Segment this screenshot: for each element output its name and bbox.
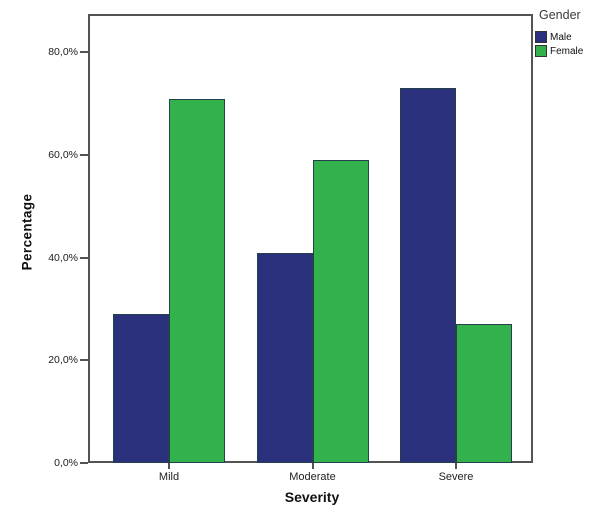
legend-label-male: Male — [550, 31, 572, 43]
bar-male-moderate — [256, 252, 313, 463]
x-tick-mark — [168, 463, 170, 469]
y-tick-mark — [80, 51, 88, 54]
y-tick-mark — [80, 462, 88, 464]
y-tick-label: 80,0% — [48, 46, 78, 59]
y-tick-mark — [80, 256, 88, 259]
legend-item-male: Male — [535, 31, 583, 43]
x-tick-mark — [455, 463, 457, 469]
y-tick-label: 20,0% — [48, 354, 78, 367]
y-tick-label: 0,0% — [54, 457, 78, 469]
legend: Gender Male Female — [535, 8, 583, 59]
y-tick-label: 40,0% — [48, 251, 78, 264]
x-tick-mark — [311, 463, 314, 469]
bar-female-moderate — [312, 160, 369, 463]
x-category-label-severe: Severe — [438, 471, 474, 483]
legend-swatch-female — [535, 45, 547, 57]
bar-female-severe — [456, 324, 512, 463]
bar-male-severe — [400, 88, 456, 463]
y-axis-title: Percentage — [19, 193, 35, 271]
x-axis-title: Severity — [284, 489, 340, 505]
x-category-label-mild: Mild — [158, 471, 180, 483]
bar-male-mild — [113, 314, 169, 463]
legend-swatch-male — [535, 31, 547, 43]
legend-label-female: Female — [550, 45, 584, 57]
y-tick-label: 60,0% — [48, 149, 78, 162]
bar-female-mild — [169, 98, 225, 463]
legend-title: Gender — [539, 8, 581, 22]
legend-item-female: Female — [535, 45, 583, 57]
y-tick-mark — [80, 359, 88, 362]
y-tick-mark — [80, 154, 88, 157]
x-category-label-moderate: Moderate — [289, 471, 336, 483]
